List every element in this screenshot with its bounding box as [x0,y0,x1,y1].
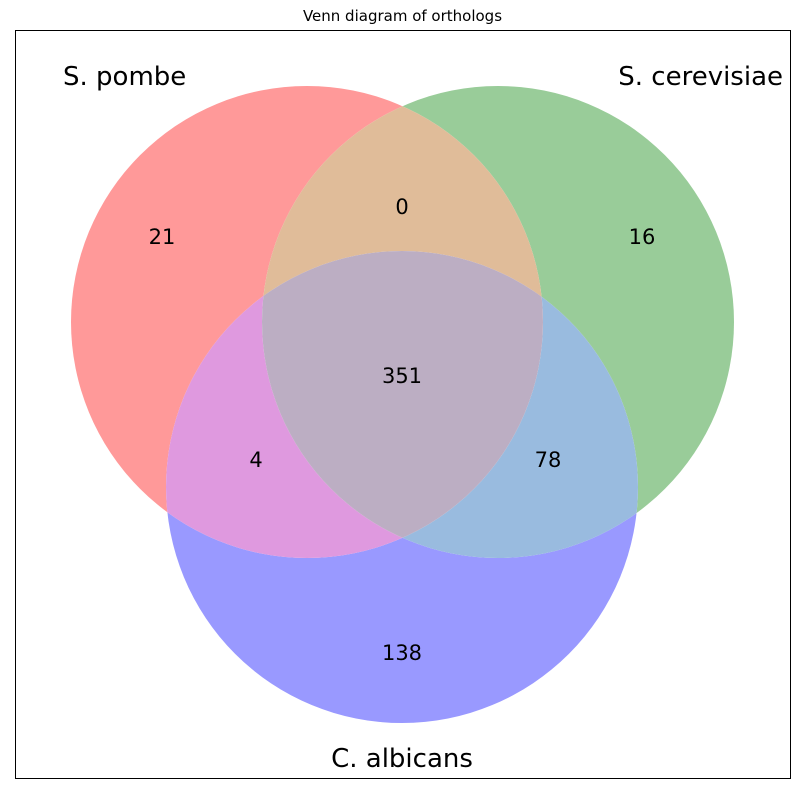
region-count-s-pombe-s-cerevisiae: 0 [395,195,408,219]
chart-title: Venn diagram of orthologs [302,7,503,25]
set-label-c-albicans: C. albicans [331,744,473,774]
region-count-s-pombe-s-cerevisiae-c-albicans: 351 [382,364,422,388]
set-label-s-pombe: S. pombe [63,62,186,92]
region-count-s-pombe-c-albicans: 4 [249,448,262,472]
region-count-c-albicans: 138 [382,641,422,665]
set-label-s-cerevisiae: S. cerevisiae [618,62,783,92]
label-layer: 21 16 138 0 4 78 351 S. pombe S. cerevisiae C. al… [63,62,783,774]
region-count-s-cerevisiae: 16 [629,225,656,249]
plot-frame [15,30,791,779]
region-count-s-cerevisiae-c-albicans: 78 [535,448,562,472]
region-count-s-pombe: 21 [149,225,176,249]
